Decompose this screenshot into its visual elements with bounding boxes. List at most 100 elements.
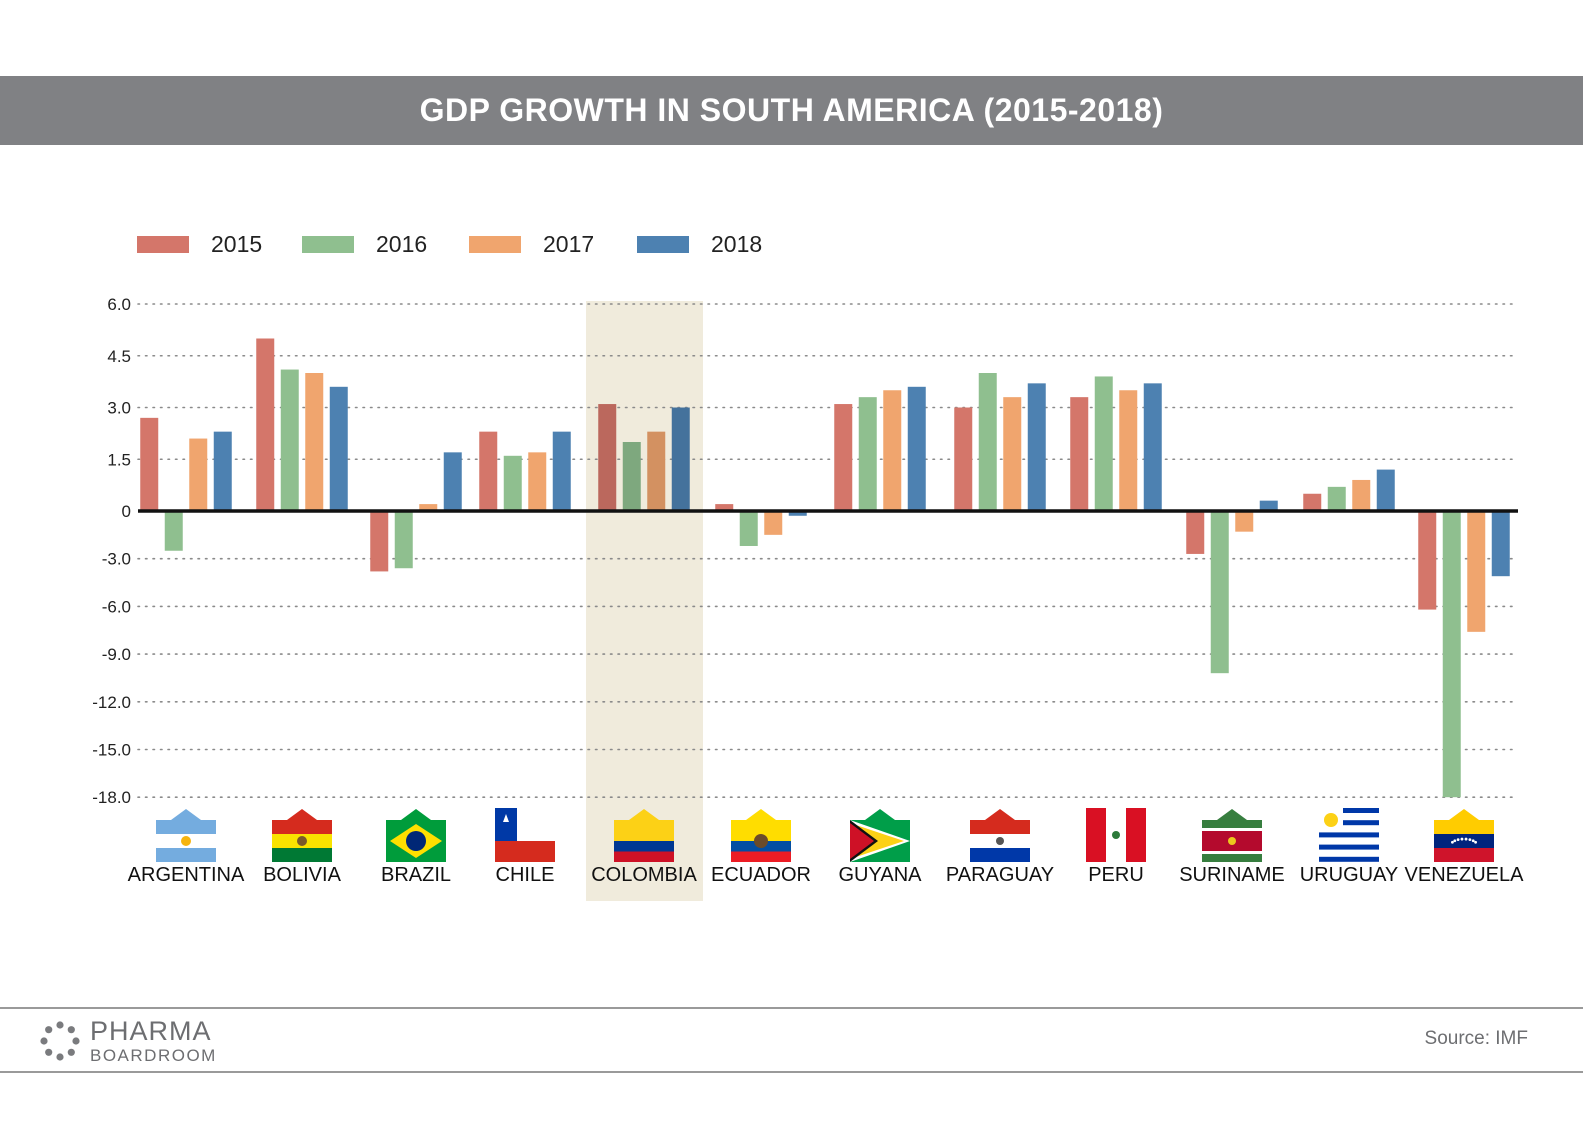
legend-swatch-2017 — [469, 236, 521, 253]
bar-guyana-2016 — [858, 397, 877, 511]
pharma-boardroom-logo: PHARMA BOARDROOM — [40, 1018, 217, 1064]
bar-guyana-2017 — [883, 390, 902, 511]
bar-argentina-2017 — [189, 438, 208, 511]
bar-bolivia-2016 — [280, 369, 299, 511]
argentina-flag-icon — [156, 809, 216, 862]
y-tick-label: -3.0 — [102, 550, 131, 569]
footer-bottom-divider — [0, 1071, 1583, 1073]
bar-brazil-2018 — [443, 452, 462, 511]
bar-venezuela-2016 — [1442, 511, 1461, 798]
bar-chile-2017 — [528, 452, 547, 511]
bar-suriname-2017 — [1235, 511, 1254, 532]
legend-swatch-2015 — [137, 236, 189, 253]
bar-paraguay-2016 — [978, 373, 997, 511]
bar-bolivia-2015 — [256, 338, 275, 511]
bar-brazil-2016 — [394, 511, 413, 569]
legend-swatch-2018 — [637, 236, 689, 253]
ecuador-flag-icon — [731, 809, 791, 862]
bar-venezuela-2017 — [1467, 511, 1486, 632]
colombia-flag-icon — [614, 809, 674, 862]
bar-peru-2018 — [1143, 383, 1162, 511]
bolivia-flag-icon — [272, 809, 332, 862]
venezuela-flag-icon — [1434, 809, 1494, 862]
source-note: Source: IMF — [1424, 1028, 1528, 1049]
bar-colombia-2015 — [598, 404, 617, 511]
y-tick-label: -9.0 — [102, 645, 131, 664]
bar-ecuador-2017 — [764, 511, 783, 535]
logo-main-text: PHARMA — [90, 1016, 212, 1046]
footer-top-divider — [0, 1007, 1583, 1009]
bar-uruguay-2017 — [1352, 479, 1371, 511]
bar-chile-2016 — [503, 455, 522, 511]
bar-ecuador-2016 — [739, 511, 758, 546]
country-label-ecuador: ECUADOR — [711, 864, 811, 886]
bar-chile-2018 — [552, 431, 571, 511]
y-tick-label: -15.0 — [92, 741, 131, 760]
bar-paraguay-2015 — [954, 407, 973, 511]
bar-argentina-2015 — [140, 417, 159, 511]
legend-label-2015: 2015 — [211, 231, 262, 257]
chile-flag-icon — [495, 808, 555, 862]
bar-uruguay-2016 — [1327, 486, 1346, 511]
bar-paraguay-2018 — [1027, 383, 1046, 511]
bar-peru-2016 — [1094, 376, 1113, 511]
country-label-chile: CHILE — [496, 864, 555, 886]
bar-paraguay-2017 — [1003, 397, 1022, 511]
y-tick-label: -6.0 — [102, 597, 131, 616]
bar-venezuela-2018 — [1491, 511, 1510, 577]
logo-sub-text: BOARDROOM — [90, 1046, 217, 1065]
bar-suriname-2016 — [1210, 511, 1229, 674]
bar-guyana-2018 — [907, 386, 926, 511]
y-tick-label: -18.0 — [92, 788, 131, 807]
bar-peru-2017 — [1119, 390, 1138, 511]
country-label-bolivia: BOLIVIA — [263, 864, 341, 886]
country-label-paraguay: PARAGUAY — [946, 864, 1054, 886]
bar-colombia-2017 — [647, 431, 666, 511]
bar-venezuela-2015 — [1418, 511, 1437, 610]
y-tick-label: 3.0 — [107, 399, 131, 418]
y-tick-label: 6.0 — [107, 295, 131, 314]
bar-brazil-2015 — [370, 511, 389, 572]
paraguay-flag-icon — [970, 809, 1030, 862]
country-label-brazil: BRAZIL — [381, 864, 451, 886]
country-label-guyana: GUYANA — [839, 864, 923, 886]
bar-chile-2015 — [479, 431, 498, 511]
y-tick-label: -12.0 — [92, 693, 131, 712]
bar-ecuador-2018 — [788, 511, 807, 516]
legend-label-2016: 2016 — [376, 231, 427, 257]
country-label-colombia: COLOMBIA — [591, 864, 697, 886]
uruguay-flag-icon — [1319, 808, 1379, 862]
legend-label-2018: 2018 — [711, 231, 762, 257]
bar-colombia-2018 — [671, 407, 690, 511]
title-bar: GDP GROWTH IN SOUTH AMERICA (2015-2018) — [0, 76, 1583, 145]
legend-label-2017: 2017 — [543, 231, 594, 257]
bar-guyana-2015 — [834, 404, 853, 511]
peru-flag-icon — [1086, 808, 1146, 862]
bar-uruguay-2018 — [1376, 469, 1395, 511]
country-label-suriname: SURINAME — [1179, 864, 1285, 886]
y-tick-label: 0 — [122, 502, 131, 521]
bar-bolivia-2018 — [329, 386, 348, 511]
country-label-venezuela: VENEZUELA — [1405, 864, 1525, 886]
bar-argentina-2018 — [213, 431, 232, 511]
bar-argentina-2016 — [164, 511, 183, 551]
highlight-column-colombia — [586, 301, 703, 901]
y-tick-label: 4.5 — [107, 347, 131, 366]
bar-colombia-2016 — [622, 442, 641, 511]
y-tick-label: 1.5 — [107, 450, 131, 469]
guyana-flag-icon — [850, 809, 910, 862]
chart-title: GDP GROWTH IN SOUTH AMERICA (2015-2018) — [419, 92, 1164, 128]
legend-swatch-2016 — [302, 236, 354, 253]
bar-brazil-2017 — [419, 504, 438, 511]
suriname-flag-icon — [1202, 809, 1262, 862]
bar-ecuador-2015 — [715, 504, 734, 511]
brazil-flag-icon — [386, 809, 446, 862]
country-label-peru: PERU — [1088, 864, 1144, 886]
bar-bolivia-2017 — [305, 373, 324, 511]
bar-suriname-2015 — [1186, 511, 1205, 554]
bar-uruguay-2015 — [1303, 493, 1322, 511]
logo-dots-icon — [40, 1021, 80, 1061]
bar-suriname-2018 — [1259, 500, 1278, 511]
bar-peru-2015 — [1070, 397, 1089, 511]
